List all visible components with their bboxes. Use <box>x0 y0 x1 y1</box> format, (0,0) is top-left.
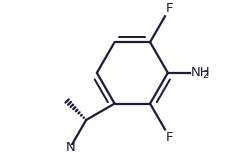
Text: NH: NH <box>191 66 211 79</box>
Text: F: F <box>166 2 173 15</box>
Text: 2: 2 <box>202 71 208 81</box>
Text: N: N <box>66 141 75 154</box>
Text: F: F <box>166 131 173 144</box>
